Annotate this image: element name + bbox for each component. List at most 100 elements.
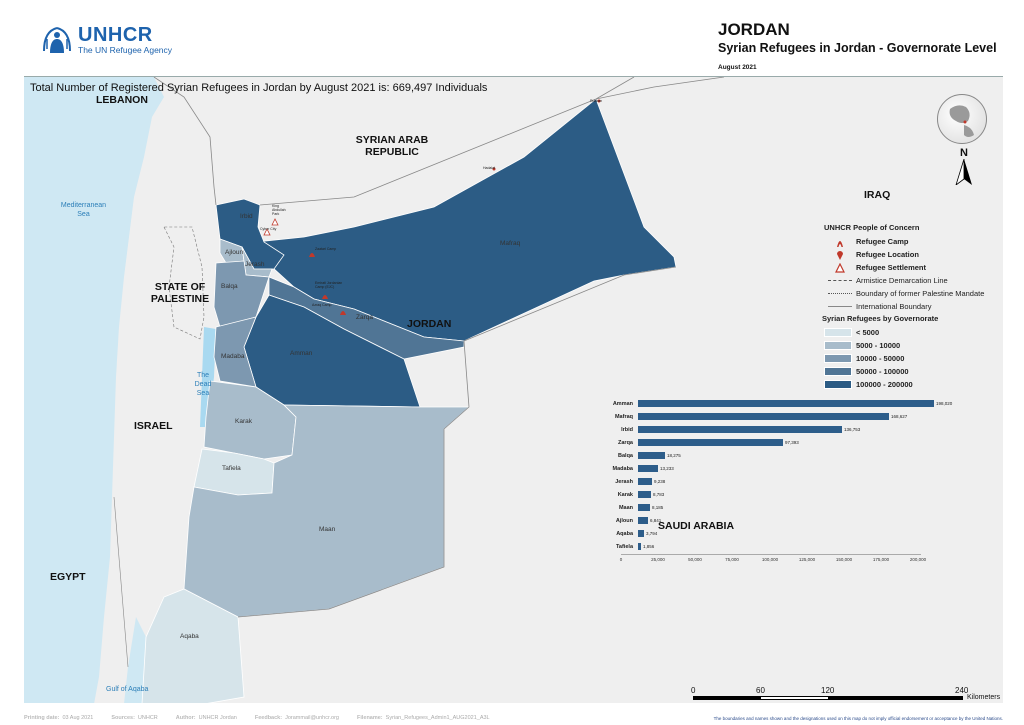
bar-row: Madaba 13,233 — [612, 465, 674, 472]
scale-unit: Kilometers — [967, 694, 1001, 701]
bar-row: Karak 8,783 — [617, 491, 665, 498]
sources: UNHCR — [137, 715, 158, 721]
x-tick: 75,000 — [725, 557, 739, 562]
bar-row: Mafraq 168,627 — [614, 413, 908, 420]
legend-class: 100000 - 200000 — [824, 378, 1003, 391]
bar — [638, 439, 783, 446]
globe-icon — [949, 105, 974, 137]
label-gov-jerash: Jerash — [245, 261, 265, 268]
map-frame: Total Number of Registered Syrian Refuge… — [24, 76, 1003, 703]
author: UNHCR Jordan — [198, 715, 237, 721]
north-letter: N — [960, 147, 968, 159]
north-arrow: N — [954, 147, 974, 190]
bar-row: Aqaba 3,794 — [616, 530, 658, 537]
x-tick: 200,000 — [909, 557, 927, 562]
map-title: JORDAN — [718, 20, 790, 39]
scale-bar-graphic — [693, 696, 963, 700]
x-axis — [621, 554, 921, 555]
x-tick: 150,000 — [835, 557, 853, 562]
legend-item: Refugee Settlement — [824, 261, 1003, 274]
label-gov-madaba: Madaba — [221, 353, 245, 360]
solid-line-icon — [828, 306, 852, 307]
bar — [638, 478, 652, 485]
bar-row: Maan 8,185 — [618, 504, 664, 511]
bar-row: Amman 198,020 — [612, 400, 953, 407]
bar-row: Tafiela 1,856 — [615, 543, 655, 550]
dash-dot-line-icon — [828, 293, 852, 294]
printing-date: 03 Aug 2021 — [62, 715, 94, 721]
label-mediterranean: Mediterranean Sea — [60, 202, 107, 218]
footer: Printing date: 03 Aug 2021 Sources: UNHCR … — [24, 715, 1003, 721]
jordan-map — [24, 77, 725, 703]
label-dead-sea: The Dead Sea — [194, 372, 212, 397]
legend-classes-title: Syrian Refugees by Governorate — [822, 314, 939, 323]
legend-class: 50000 - 100000 — [824, 365, 1003, 378]
label-gov-tafiela: Tafiela — [222, 465, 241, 472]
class-swatch — [824, 328, 852, 337]
boundary-syria — [153, 77, 635, 206]
map-legend: UNHCR People of Concern Refugee Camp Ref… — [822, 223, 1003, 391]
north-arrow-icon — [955, 158, 972, 187]
map-date: August 2021 — [718, 64, 757, 71]
class-swatch — [824, 341, 852, 350]
label-israel: ISRAEL — [134, 420, 173, 432]
bar — [638, 426, 842, 433]
locator-globe — [937, 94, 987, 144]
gov-aqaba — [141, 588, 245, 703]
gov-karak — [203, 380, 297, 460]
bar — [638, 413, 889, 420]
map-subtitle: Syrian Refugees in Jordan - Governorate … — [718, 41, 997, 55]
bar-row: Ajloun 6,841 — [615, 517, 662, 524]
label-gov-irbid: Irbid — [240, 213, 253, 220]
boundary-egypt — [113, 496, 129, 668]
bar — [638, 491, 651, 498]
x-tick: 0 — [619, 557, 623, 562]
bar — [638, 465, 658, 472]
org-tagline: The UN Refugee Agency — [78, 45, 173, 55]
label-gov-aqaba: Aqaba — [180, 633, 199, 640]
bar — [638, 517, 648, 524]
bar-row: Irbid 136,753 — [621, 426, 861, 433]
label-egypt: EGYPT — [50, 571, 86, 583]
label-jordan: JORDAN — [407, 318, 452, 330]
scale-tick: 60 — [756, 686, 765, 695]
gov-balqa — [213, 260, 270, 328]
bar-row: Zarqa 97,393 — [618, 439, 799, 446]
filename: Syrian_Refugees_Admin1_AUG2021_A3L — [385, 715, 490, 721]
legend-item: Refugee Camp — [824, 235, 1003, 248]
label-mrjc: Emirati Jordanian Camp (EJC) — [315, 281, 343, 289]
scale-tick: 120 — [821, 686, 835, 695]
x-tick: 175,000 — [872, 557, 890, 562]
legend-class: 10000 - 50000 — [824, 352, 1003, 365]
label-gov-amman: Amman — [290, 350, 313, 357]
header: UNHCR The UN Refugee Agency JORDAN Syria… — [0, 0, 1024, 76]
unhcr-emblem-icon — [43, 27, 71, 53]
label-saudi-arabia: SAUDI ARABIA — [658, 520, 735, 532]
boundary-saudi — [237, 266, 677, 618]
unhcr-logo: UNHCR The UN Refugee Agency — [40, 25, 172, 55]
label-cyber-city: Cyber City — [260, 227, 277, 231]
bar-row: Balqa 18,275 — [618, 452, 681, 459]
class-swatch — [824, 354, 852, 363]
total-refugees-text: Total Number of Registered Syrian Refuge… — [30, 82, 488, 94]
refugees-bar-chart: Amman 198,020 Mafraq 168,627 Irbid 136,753 … — [584, 391, 984, 566]
dead-sea — [200, 327, 216, 427]
feedback-email[interactable]: Jorammail@unhcr.org — [285, 715, 339, 721]
x-tick: 100,000 — [761, 557, 779, 562]
camp-icon — [837, 240, 843, 247]
legend-class: < 5000 — [824, 326, 1003, 339]
legend-item: Refugee Location — [824, 248, 1003, 261]
org-name: UNHCR — [78, 24, 153, 46]
settlement-triangle-icon — [835, 262, 845, 273]
location-pin-icon — [837, 250, 843, 260]
bar — [638, 452, 665, 459]
legend-class: 5000 - 10000 — [824, 339, 1003, 352]
boundary-iraq — [595, 77, 725, 100]
bar — [638, 543, 641, 550]
label-rukban: Rukban — [590, 99, 603, 103]
label-azraq: Azraq Camp — [312, 303, 332, 307]
legend-item: Boundary of former Palestine Mandate — [824, 287, 1003, 300]
bar-row: Jerash 9,238 — [615, 478, 666, 485]
disclaimer: The boundaries and names shown and the d… — [713, 715, 1003, 721]
x-tick: 125,000 — [798, 557, 816, 562]
